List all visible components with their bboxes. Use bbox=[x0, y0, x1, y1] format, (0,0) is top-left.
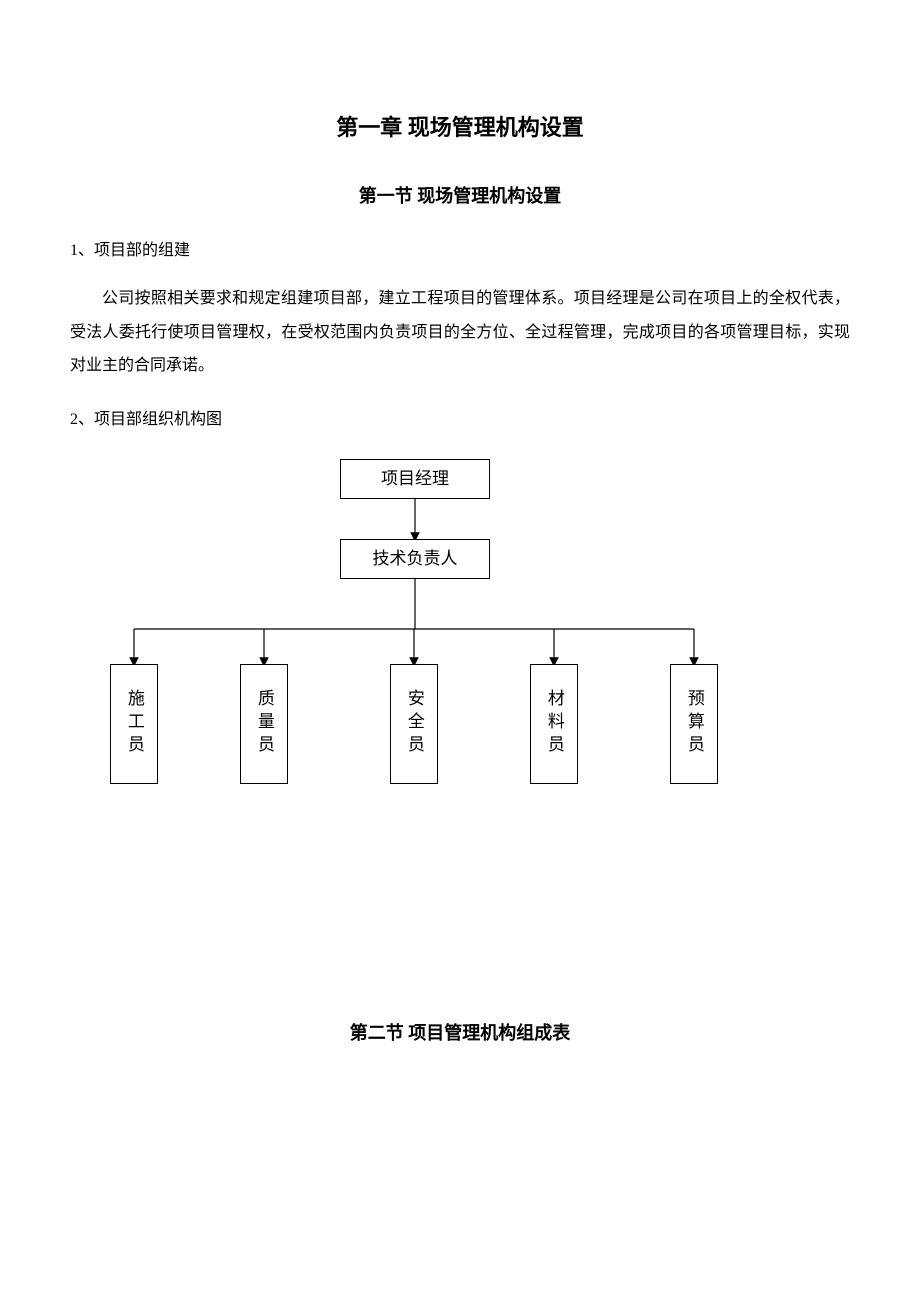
item-1-heading: 1、项目部的组建 bbox=[70, 236, 850, 260]
item-2-heading: 2、项目部组织机构图 bbox=[70, 405, 850, 429]
org-node-label: 施工员 bbox=[122, 689, 146, 758]
org-node-leaf3: 安全员 bbox=[390, 664, 438, 784]
chapter-title: 第一章 现场管理机构设置 bbox=[70, 110, 850, 142]
section-2-title: 第二节 项目管理机构组成表 bbox=[70, 1019, 850, 1045]
org-node-label: 技术负责人 bbox=[373, 547, 458, 571]
org-node-leaf1: 施工员 bbox=[110, 664, 158, 784]
org-node-label: 安全员 bbox=[402, 689, 426, 758]
org-chart: 项目经理技术负责人施工员 质量员 安全员 材料员 预算员 bbox=[70, 459, 850, 819]
org-node-label: 质量员 bbox=[252, 689, 276, 758]
org-chart-lines bbox=[70, 459, 850, 819]
org-node-leaf5: 预算员 bbox=[670, 664, 718, 784]
org-node-leaf2: 质量员 bbox=[240, 664, 288, 784]
org-node-label: 项目经理 bbox=[381, 467, 449, 491]
org-node-root: 项目经理 bbox=[340, 459, 490, 499]
item-1-paragraph: 公司按照相关要求和规定组建项目部，建立工程项目的管理体系。项目经理是公司在项目上… bbox=[70, 282, 850, 383]
section-1-title: 第一节 现场管理机构设置 bbox=[70, 182, 850, 208]
org-node-leaf4: 材料员 bbox=[530, 664, 578, 784]
org-node-label: 材料员 bbox=[542, 689, 566, 758]
org-node-tech: 技术负责人 bbox=[340, 539, 490, 579]
org-node-label: 预算员 bbox=[682, 689, 706, 758]
